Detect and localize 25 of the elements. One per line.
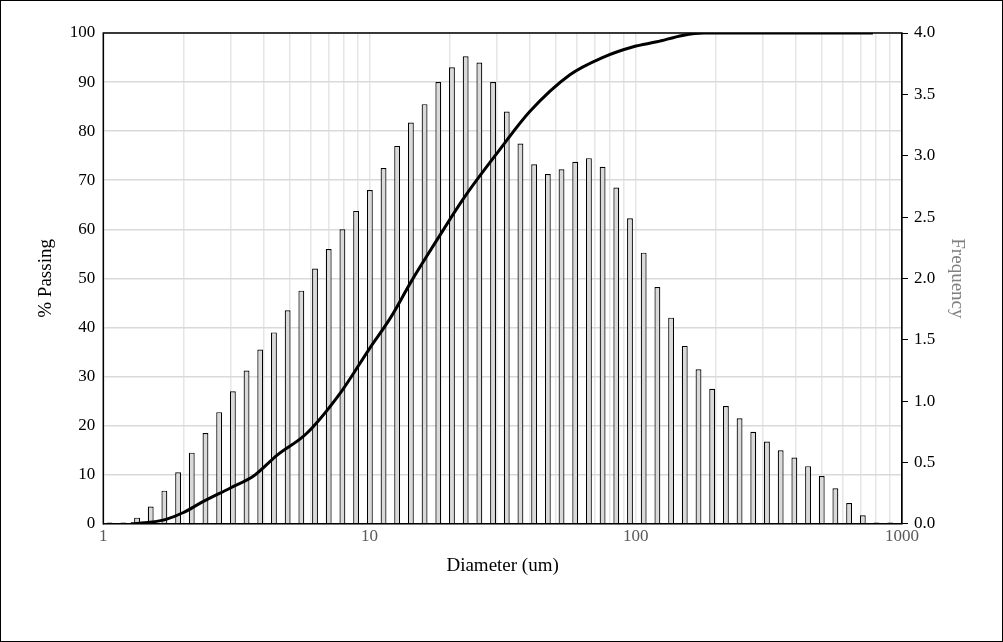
y-tick-label: 0 xyxy=(86,513,96,533)
x-axis-title: Diameter (um) xyxy=(446,553,559,576)
y-tick-label: 70 xyxy=(78,169,96,189)
x-tick-label: 1 xyxy=(99,526,108,546)
x-tick-label: 10 xyxy=(361,526,379,546)
y2-tick-label: 3.5 xyxy=(913,83,936,103)
y2-tick-label: 3.0 xyxy=(913,145,936,165)
y2-tick-label: 2.0 xyxy=(913,267,936,287)
y-tick-label: 40 xyxy=(78,316,96,336)
y2-tick-label: 1.0 xyxy=(913,390,936,410)
y2-tick-label: 1.5 xyxy=(913,329,936,349)
y2-tick-label: 2.5 xyxy=(913,206,936,226)
y2-tick-label: 0.5 xyxy=(913,451,936,471)
y-tick-label: 80 xyxy=(78,120,96,140)
x-tick-label: 100 xyxy=(622,526,649,546)
y-tick-label: 60 xyxy=(78,218,96,238)
y2-axis-title: Frequency xyxy=(947,238,969,319)
y-tick-label: 100 xyxy=(69,22,96,42)
y2-tick-label: 4.0 xyxy=(913,22,936,42)
y-tick-label: 10 xyxy=(78,464,96,484)
y-tick-label: 50 xyxy=(78,267,96,287)
y-axis-title: % Passing xyxy=(34,238,56,318)
y-tick-label: 90 xyxy=(78,71,96,91)
y-tick-label: 20 xyxy=(78,415,96,435)
y-tick-label: 30 xyxy=(78,366,96,386)
